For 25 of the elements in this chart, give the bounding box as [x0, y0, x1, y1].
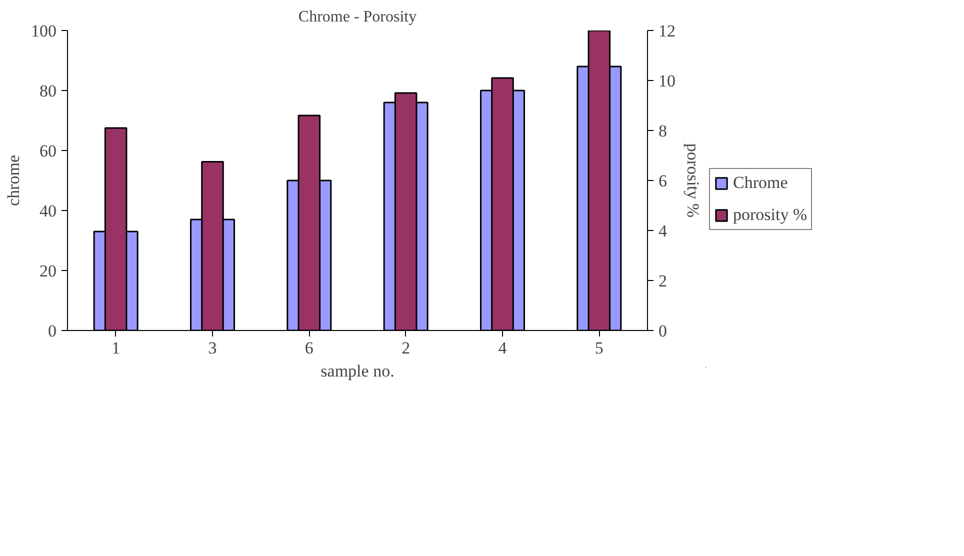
chart-title: Chrome - Porosity	[298, 8, 417, 26]
y2-tick-label: 8	[658, 122, 667, 140]
x-tick-label: 6	[304, 338, 314, 358]
y-tick-label: 20	[40, 262, 56, 280]
y2-tick-label: 12	[658, 22, 676, 40]
y-tick-label: 0	[48, 322, 56, 340]
x-tick-label: 1	[112, 338, 120, 358]
y-axis-title: chrome	[4, 155, 23, 206]
x-tick-label: 5	[594, 338, 604, 358]
x-tick-label: 4	[498, 338, 508, 358]
y2-tick-label: 4	[658, 222, 668, 240]
legend-label: Chrome	[733, 172, 788, 192]
y-tick-label: 80	[40, 82, 56, 100]
legend-label: porosity %	[733, 204, 808, 224]
x-tick-label: 3	[208, 338, 217, 358]
x-tick-label: 2	[402, 338, 410, 358]
y-tick-label: 100	[31, 22, 56, 40]
y2-tick-label: 2	[658, 272, 667, 290]
y-tick-label: 60	[40, 142, 56, 160]
x-axis-title: sample no.	[320, 362, 394, 380]
y2-tick-label: 10	[658, 72, 676, 90]
y2-tick-label: 0	[658, 322, 667, 340]
y-tick-label: 40	[40, 202, 56, 220]
y2-axis-title: porosity %	[684, 143, 702, 218]
y2-tick-label: 6	[658, 172, 667, 190]
